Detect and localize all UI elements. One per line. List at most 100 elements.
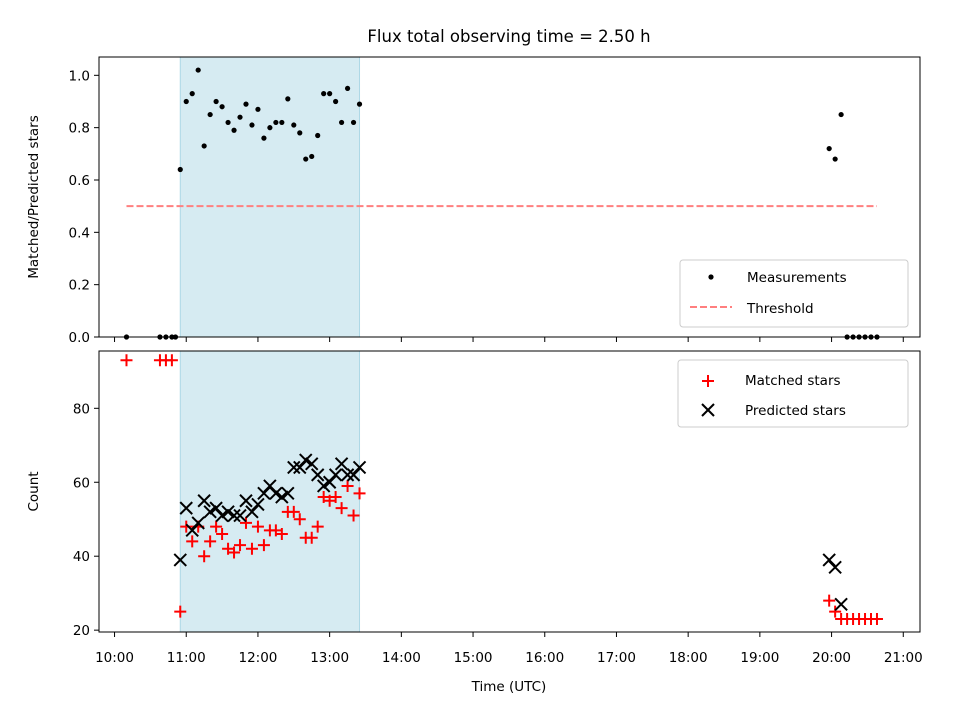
predicted-star-point xyxy=(245,505,259,519)
predicted-star-point xyxy=(834,597,848,611)
count-x-ticks: 10:00 11:00 12:00 13:00 14:00 15:00 16:00 17:00… xyxy=(95,632,923,666)
measurement-point xyxy=(273,119,279,126)
measurement-point xyxy=(201,143,207,149)
matched-star-point xyxy=(870,613,883,626)
matched-star-point xyxy=(305,531,318,544)
measurement-point xyxy=(237,114,243,120)
matched-star-point xyxy=(216,528,229,541)
legend-measurements-marker xyxy=(708,274,714,280)
predicted-star-point xyxy=(287,460,301,475)
matched-star-point xyxy=(287,505,300,518)
measurement-point xyxy=(243,101,249,107)
predicted-star-point xyxy=(828,560,842,575)
x-tick-label: 16:00 xyxy=(525,650,564,666)
matched-star-point xyxy=(120,354,133,367)
ratio-y-axis-label: Matched/Predicted stars xyxy=(26,115,42,278)
matched-star-point xyxy=(239,516,252,529)
measurement-point xyxy=(327,91,333,97)
matched-star-point xyxy=(165,354,178,367)
ratio-x-ticks xyxy=(114,337,904,342)
predicted-star-point xyxy=(257,486,271,501)
x-tick-label: 11:00 xyxy=(167,650,206,666)
count-panel-frame xyxy=(98,350,921,633)
measurement-point xyxy=(350,119,357,126)
measurement-point xyxy=(225,119,231,126)
predicted-star-point xyxy=(233,508,247,523)
matched-star-point xyxy=(234,539,247,552)
x-tick-label: 21:00 xyxy=(884,650,923,666)
y-tick-label: 0.0 xyxy=(69,330,90,346)
legend-predicted-marker xyxy=(701,403,715,417)
measurement-point xyxy=(261,135,267,141)
measurement-point xyxy=(321,91,327,97)
y-tick-label: 1.0 xyxy=(69,68,90,84)
matched-star-point xyxy=(353,487,366,500)
measurement-point xyxy=(213,98,219,105)
x-tick-label: 20:00 xyxy=(812,650,851,666)
measurement-point xyxy=(838,111,844,118)
ratio-legend-box xyxy=(679,259,909,328)
measurement-point xyxy=(291,122,297,128)
predicted-star-point xyxy=(185,523,199,538)
x-tick-label: 18:00 xyxy=(669,650,708,666)
matched-star-point xyxy=(829,605,842,618)
y-tick-label: 60 xyxy=(73,475,90,491)
y-tick-label: 0.6 xyxy=(69,173,90,189)
matched-star-point xyxy=(347,509,360,522)
predicted-star-point xyxy=(275,490,289,504)
matched-star-point xyxy=(251,520,264,533)
predicted-star-point xyxy=(191,516,205,530)
y-tick-label: 40 xyxy=(73,549,90,565)
predicted-star-point xyxy=(322,475,337,489)
matched-star-point xyxy=(257,539,270,552)
measurement-point xyxy=(356,101,363,107)
matched-star-point xyxy=(311,520,324,533)
x-axis-label: Time (UTC) xyxy=(471,679,547,695)
predicted-star-point xyxy=(305,457,319,471)
predicted-stars-points xyxy=(173,453,848,611)
matched-star-point xyxy=(198,550,211,563)
matched-star-point xyxy=(174,605,187,618)
legend-measurements-label: Measurements xyxy=(747,270,847,286)
count-y-ticks: 20 40 60 80 xyxy=(73,401,99,639)
x-tick-label: 10:00 xyxy=(95,650,134,666)
matched-star-point xyxy=(823,594,836,607)
x-tick-label: 15:00 xyxy=(454,650,493,666)
predicted-star-point xyxy=(346,468,361,482)
measurement-point xyxy=(338,119,345,126)
predicted-star-point xyxy=(209,501,223,515)
measurement-point xyxy=(826,145,832,152)
matched-stars-points xyxy=(120,354,883,626)
x-tick-label: 14:00 xyxy=(382,650,421,666)
measurement-point xyxy=(183,98,189,105)
measurement-point xyxy=(344,85,351,92)
measurement-point xyxy=(315,132,321,139)
y-tick-label: 80 xyxy=(73,401,90,417)
ratio-panel-frame xyxy=(98,56,921,338)
y-tick-label: 0.2 xyxy=(69,278,90,294)
observing-window-span-bottom xyxy=(179,350,361,633)
predicted-star-point xyxy=(251,497,265,512)
predicted-star-point xyxy=(215,508,229,523)
count-y-axis-label: Count xyxy=(26,471,42,511)
count-legend-box xyxy=(677,359,909,428)
predicted-star-point xyxy=(352,460,367,475)
measurement-point xyxy=(177,166,183,173)
count-legend: Matched stars Predicted stars xyxy=(677,359,909,428)
measurement-point xyxy=(267,125,273,131)
measurement-point xyxy=(333,98,339,105)
measurement-point xyxy=(297,130,303,136)
x-tick-label: 17:00 xyxy=(597,650,636,666)
ratio-legend: Measurements Threshold xyxy=(679,259,909,328)
predicted-star-point xyxy=(173,553,187,567)
ratio-panel: 0.0 0.2 0.4 0.6 0.8 1.0 Matched/Predicted sta… xyxy=(26,56,921,346)
measurement-point xyxy=(219,104,225,110)
measurement-point xyxy=(189,91,195,97)
legend-predicted-label: Predicted stars xyxy=(745,403,846,419)
predicted-star-point xyxy=(293,460,307,475)
matched-star-point xyxy=(228,546,241,559)
predicted-star-point xyxy=(221,505,235,519)
matched-star-point xyxy=(204,535,217,548)
matched-star-point xyxy=(329,491,342,504)
